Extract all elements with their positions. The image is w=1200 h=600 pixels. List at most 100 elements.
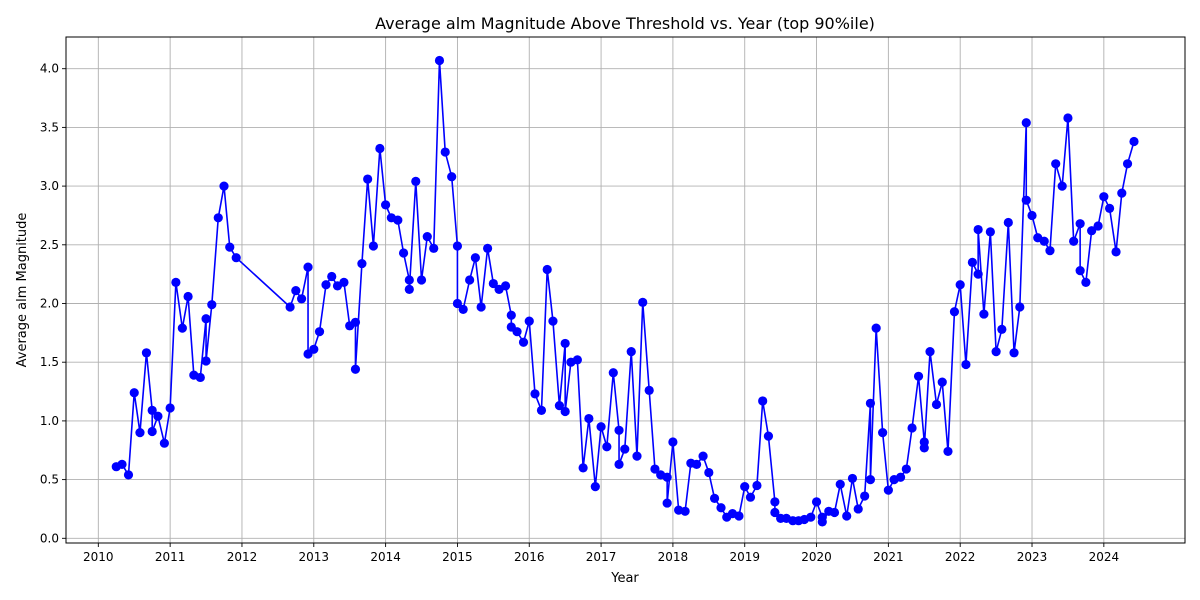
data-point [931, 399, 942, 410]
x-tick-label: 2017 [586, 550, 617, 564]
data-point [291, 285, 301, 296]
x-tick-label: 2023 [1017, 550, 1048, 564]
data-point [662, 472, 672, 482]
data-point [1021, 118, 1031, 128]
data-point [806, 512, 816, 522]
data-point [829, 507, 840, 518]
data-point [614, 425, 624, 435]
data-point [296, 294, 307, 304]
data-point [752, 480, 762, 491]
data-point [542, 264, 552, 275]
data-point [303, 262, 313, 272]
data-point [907, 423, 917, 433]
data-points [111, 55, 1139, 527]
data-point [398, 248, 409, 258]
data-point [596, 422, 606, 432]
data-point [381, 200, 391, 210]
data-point [614, 459, 624, 469]
data-point [213, 213, 223, 223]
data-point [470, 253, 480, 263]
grid [66, 37, 1185, 543]
data-point [440, 147, 450, 157]
data-point [1075, 219, 1085, 229]
data-point [1081, 277, 1091, 287]
data-point [698, 451, 708, 461]
data-point [602, 442, 612, 452]
data-point [177, 323, 187, 333]
data-point [919, 443, 929, 453]
data-point [704, 467, 714, 478]
data-point [117, 459, 127, 469]
x-tick-label: 2013 [299, 550, 330, 564]
data-point [584, 413, 594, 424]
data-point [1093, 221, 1103, 231]
plot-frame [65, 36, 1186, 544]
data-point [404, 284, 414, 295]
data-point [847, 473, 858, 484]
data-point [231, 253, 241, 263]
data-point [1117, 188, 1127, 198]
data-point [590, 482, 600, 492]
data-point [201, 314, 211, 324]
y-tick-label: 0.5 [40, 473, 59, 487]
data-point [853, 504, 863, 514]
data-point [949, 307, 960, 317]
data-point [1075, 266, 1085, 276]
data-point [536, 405, 547, 415]
data-point [404, 275, 414, 285]
data-point [506, 310, 516, 320]
data-point [692, 459, 702, 469]
y-tick-label: 2.5 [40, 238, 59, 252]
data-point [285, 302, 295, 312]
data-point [913, 371, 924, 381]
data-point [357, 258, 367, 269]
data-point [458, 304, 468, 314]
data-point [644, 385, 654, 395]
data-point [709, 493, 720, 503]
data-point [368, 241, 378, 251]
chart-title: Average alm Magnitude Above Threshold vs… [375, 14, 875, 33]
data-point [985, 227, 995, 237]
data-point [429, 243, 439, 253]
data-point [219, 181, 229, 191]
data-point [350, 364, 361, 374]
data-point [159, 438, 169, 448]
data-point [943, 446, 953, 457]
data-point [1111, 247, 1121, 257]
y-tick-label: 4.0 [40, 62, 59, 76]
data-point [434, 55, 445, 66]
data-point [997, 324, 1007, 334]
data-point [153, 411, 163, 421]
data-point [1104, 203, 1115, 214]
data-point [1063, 113, 1073, 123]
data-point [871, 323, 881, 333]
data-point [393, 215, 403, 225]
y-tick-label: 3.0 [40, 179, 59, 193]
data-point [716, 503, 726, 513]
data-point [1009, 348, 1019, 358]
data-point [141, 348, 152, 358]
data-point [578, 463, 588, 473]
data-point [632, 451, 642, 461]
data-point [201, 356, 211, 366]
data-point [1099, 192, 1109, 202]
data-point [979, 309, 989, 319]
data-point [560, 338, 570, 349]
data-point [572, 355, 582, 365]
x-tick-label: 2020 [801, 550, 832, 564]
data-point [375, 143, 385, 154]
data-point [548, 316, 558, 326]
data-point [973, 269, 983, 279]
data-point [668, 437, 678, 447]
data-point [865, 398, 876, 408]
x-tick-label: 2016 [514, 550, 545, 564]
data-point [1039, 236, 1049, 246]
data-point [620, 444, 630, 454]
data-point [518, 337, 529, 347]
data-point [350, 317, 361, 327]
data-point [123, 470, 134, 480]
data-point [1015, 302, 1025, 312]
data-point [524, 316, 534, 326]
data-point [225, 242, 235, 252]
